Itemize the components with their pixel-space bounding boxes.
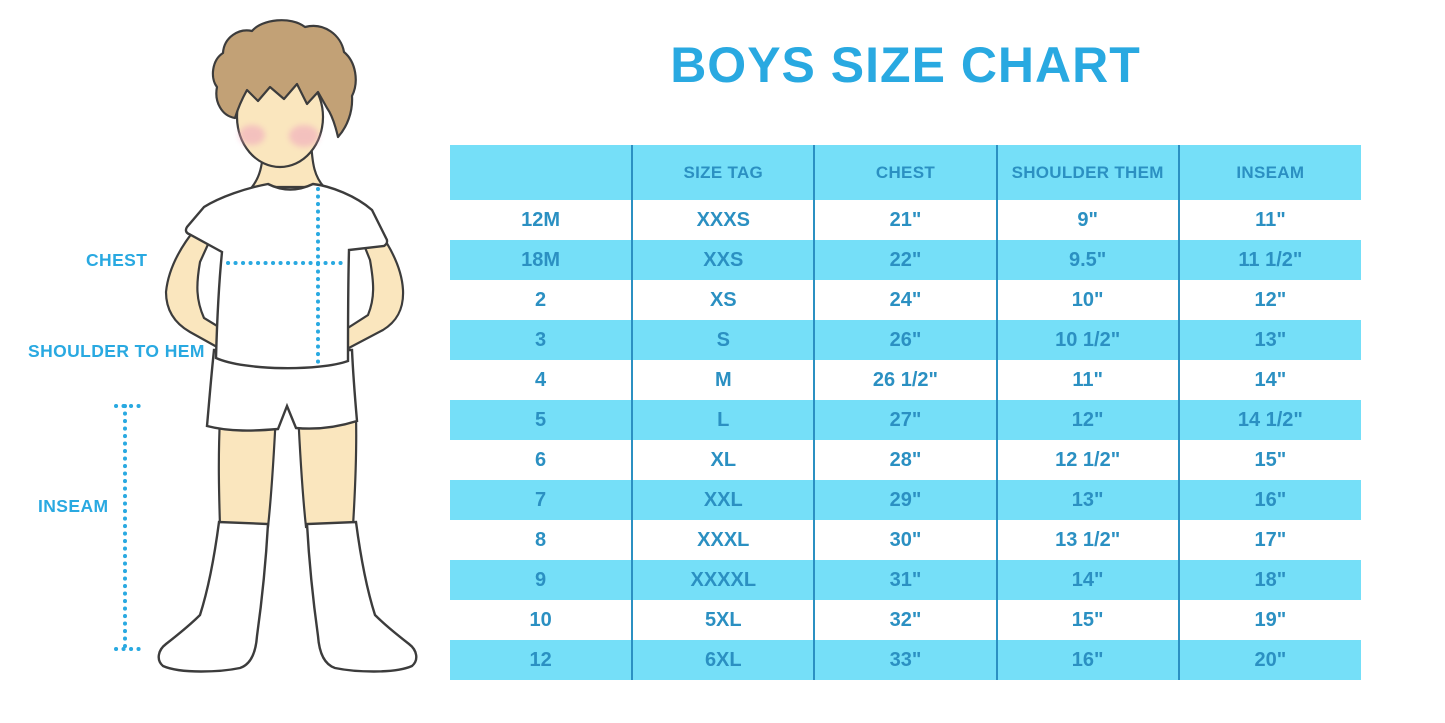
table-cell: 14 1/2" bbox=[1177, 400, 1361, 440]
table-cell: 9.5" bbox=[995, 240, 1179, 280]
table-row: 9 XXXXL 31" 14" 18" bbox=[450, 560, 1361, 600]
row-size-label: 5 bbox=[535, 408, 547, 431]
column-header: CHEST bbox=[813, 145, 997, 200]
header-row: SIZE TAG CHEST SHOULDER THEM INSEAM bbox=[450, 145, 1361, 200]
row-size-label: 9 bbox=[535, 568, 547, 591]
row-size-label: 6 bbox=[535, 448, 547, 471]
table-cell: 24" bbox=[813, 280, 997, 320]
table-cell: 16" bbox=[995, 640, 1179, 680]
corner-header bbox=[450, 145, 633, 200]
row-size-label: 12 bbox=[529, 648, 552, 671]
table-cell: S bbox=[631, 320, 815, 360]
table-cell: 29" bbox=[813, 480, 997, 520]
table-cell: 17" bbox=[1177, 520, 1361, 560]
table-cell: 33" bbox=[813, 640, 997, 680]
table-cell: 16" bbox=[1177, 480, 1361, 520]
table-cell: M bbox=[631, 360, 815, 400]
table-cell: 18" bbox=[1177, 560, 1361, 600]
chest-label: CHEST bbox=[86, 250, 148, 270]
table-cell: XXL bbox=[631, 480, 815, 520]
table-cell: 26 1/2" bbox=[813, 360, 997, 400]
table-cell: L bbox=[631, 400, 815, 440]
boy-arm-left bbox=[164, 226, 234, 354]
table-cell: 10 1/2" bbox=[995, 320, 1179, 360]
row-size-label: 7 bbox=[535, 488, 547, 511]
row-size-label: 4 bbox=[535, 368, 547, 391]
table-row: 7 XXL 29" 13" 16" bbox=[450, 480, 1361, 520]
table-cell: 32" bbox=[813, 600, 997, 640]
table-row: 12M XXXS 21" 9" 11" bbox=[450, 200, 1361, 240]
table-row: 2 XS 24" 10" 12" bbox=[450, 280, 1361, 320]
column-header: INSEAM bbox=[1177, 145, 1361, 200]
inseam-label: INSEAM bbox=[38, 496, 109, 516]
table-cell: 27" bbox=[813, 400, 997, 440]
table-cell: 15" bbox=[995, 600, 1179, 640]
table-cell: 12" bbox=[995, 400, 1179, 440]
table-row: 6 XL 28" 12 1/2" 15" bbox=[450, 440, 1361, 480]
table-cell: 12 1/2" bbox=[995, 440, 1179, 480]
table-row: 10 5XL 32" 15" 19" bbox=[450, 600, 1361, 640]
table-cell: XXS bbox=[631, 240, 815, 280]
table-cell: 31" bbox=[813, 560, 997, 600]
table-cell: 19" bbox=[1177, 600, 1361, 640]
size-table-header: SIZE TAG CHEST SHOULDER THEM INSEAM bbox=[450, 145, 1361, 200]
table-cell: 10" bbox=[995, 280, 1179, 320]
boy-sock-left bbox=[157, 520, 270, 673]
row-size-label: 2 bbox=[535, 288, 547, 311]
table-cell: 13" bbox=[1177, 320, 1361, 360]
boy-arm-right bbox=[338, 228, 405, 352]
row-size-label: 10 bbox=[529, 608, 552, 631]
table-cell: 9" bbox=[995, 200, 1179, 240]
table-cell: 11 1/2" bbox=[1177, 240, 1361, 280]
boy-blush-right bbox=[289, 125, 319, 147]
boy-hair bbox=[211, 19, 357, 139]
table-cell: XXXXL bbox=[631, 560, 815, 600]
boy-illustration bbox=[114, 19, 418, 673]
table-cell: 28" bbox=[813, 440, 997, 480]
boy-shorts bbox=[205, 348, 359, 432]
boy-sock-right bbox=[305, 520, 418, 673]
boy-blush-left bbox=[239, 125, 265, 145]
column-header: SIZE TAG bbox=[631, 145, 815, 200]
table-cell: 6XL bbox=[631, 640, 815, 680]
table-cell: 13 1/2" bbox=[995, 520, 1179, 560]
row-size-label: 8 bbox=[535, 528, 547, 551]
table-cell: XXXL bbox=[631, 520, 815, 560]
table-cell: 5XL bbox=[631, 600, 815, 640]
table-cell: XS bbox=[631, 280, 815, 320]
table-cell: 26" bbox=[813, 320, 997, 360]
table-cell: 20" bbox=[1177, 640, 1361, 680]
table-cell: 15" bbox=[1177, 440, 1361, 480]
table-row: 18M XXS 22" 9.5" 11 1/2" bbox=[450, 240, 1361, 280]
row-size-label: 18M bbox=[521, 248, 561, 271]
row-size-label: 12M bbox=[521, 208, 561, 231]
table-cell: 14" bbox=[995, 560, 1179, 600]
table-cell: XL bbox=[631, 440, 815, 480]
row-size-label: 3 bbox=[535, 328, 547, 351]
table-cell: 12" bbox=[1177, 280, 1361, 320]
table-row: 4 M 26 1/2" 11" 14" bbox=[450, 360, 1361, 400]
table-cell: XXXS bbox=[631, 200, 815, 240]
size-table-body: 12M XXXS 21" 9" 11" 18M XXS 22" 9.5" 11 1/2" 2 XS 24… bbox=[450, 200, 1361, 680]
table-cell: 22" bbox=[813, 240, 997, 280]
size-table: SIZE TAG CHEST SHOULDER THEM INSEAM 12M XXXS… bbox=[450, 145, 1361, 680]
table-row: 5 L 27" 12" 14 1/2" bbox=[450, 400, 1361, 440]
table-cell: 11" bbox=[1177, 200, 1361, 240]
table-cell: 30" bbox=[813, 520, 997, 560]
table-cell: 14" bbox=[1177, 360, 1361, 400]
shoulder-to-hem-label: SHOULDER TO HEM bbox=[28, 341, 205, 361]
table-row: 8 XXXL 30" 13 1/2" 17" bbox=[450, 520, 1361, 560]
table-row: 3 S 26" 10 1/2" 13" bbox=[450, 320, 1361, 360]
table-row: 12 6XL 33" 16" 20" bbox=[450, 640, 1361, 680]
page-title: BOYS SIZE CHART bbox=[670, 37, 1141, 93]
table-cell: 21" bbox=[813, 200, 997, 240]
column-header: SHOULDER THEM bbox=[995, 145, 1179, 200]
table-cell: 13" bbox=[995, 480, 1179, 520]
table-cell: 11" bbox=[995, 360, 1179, 400]
boy-shirt bbox=[184, 182, 389, 370]
